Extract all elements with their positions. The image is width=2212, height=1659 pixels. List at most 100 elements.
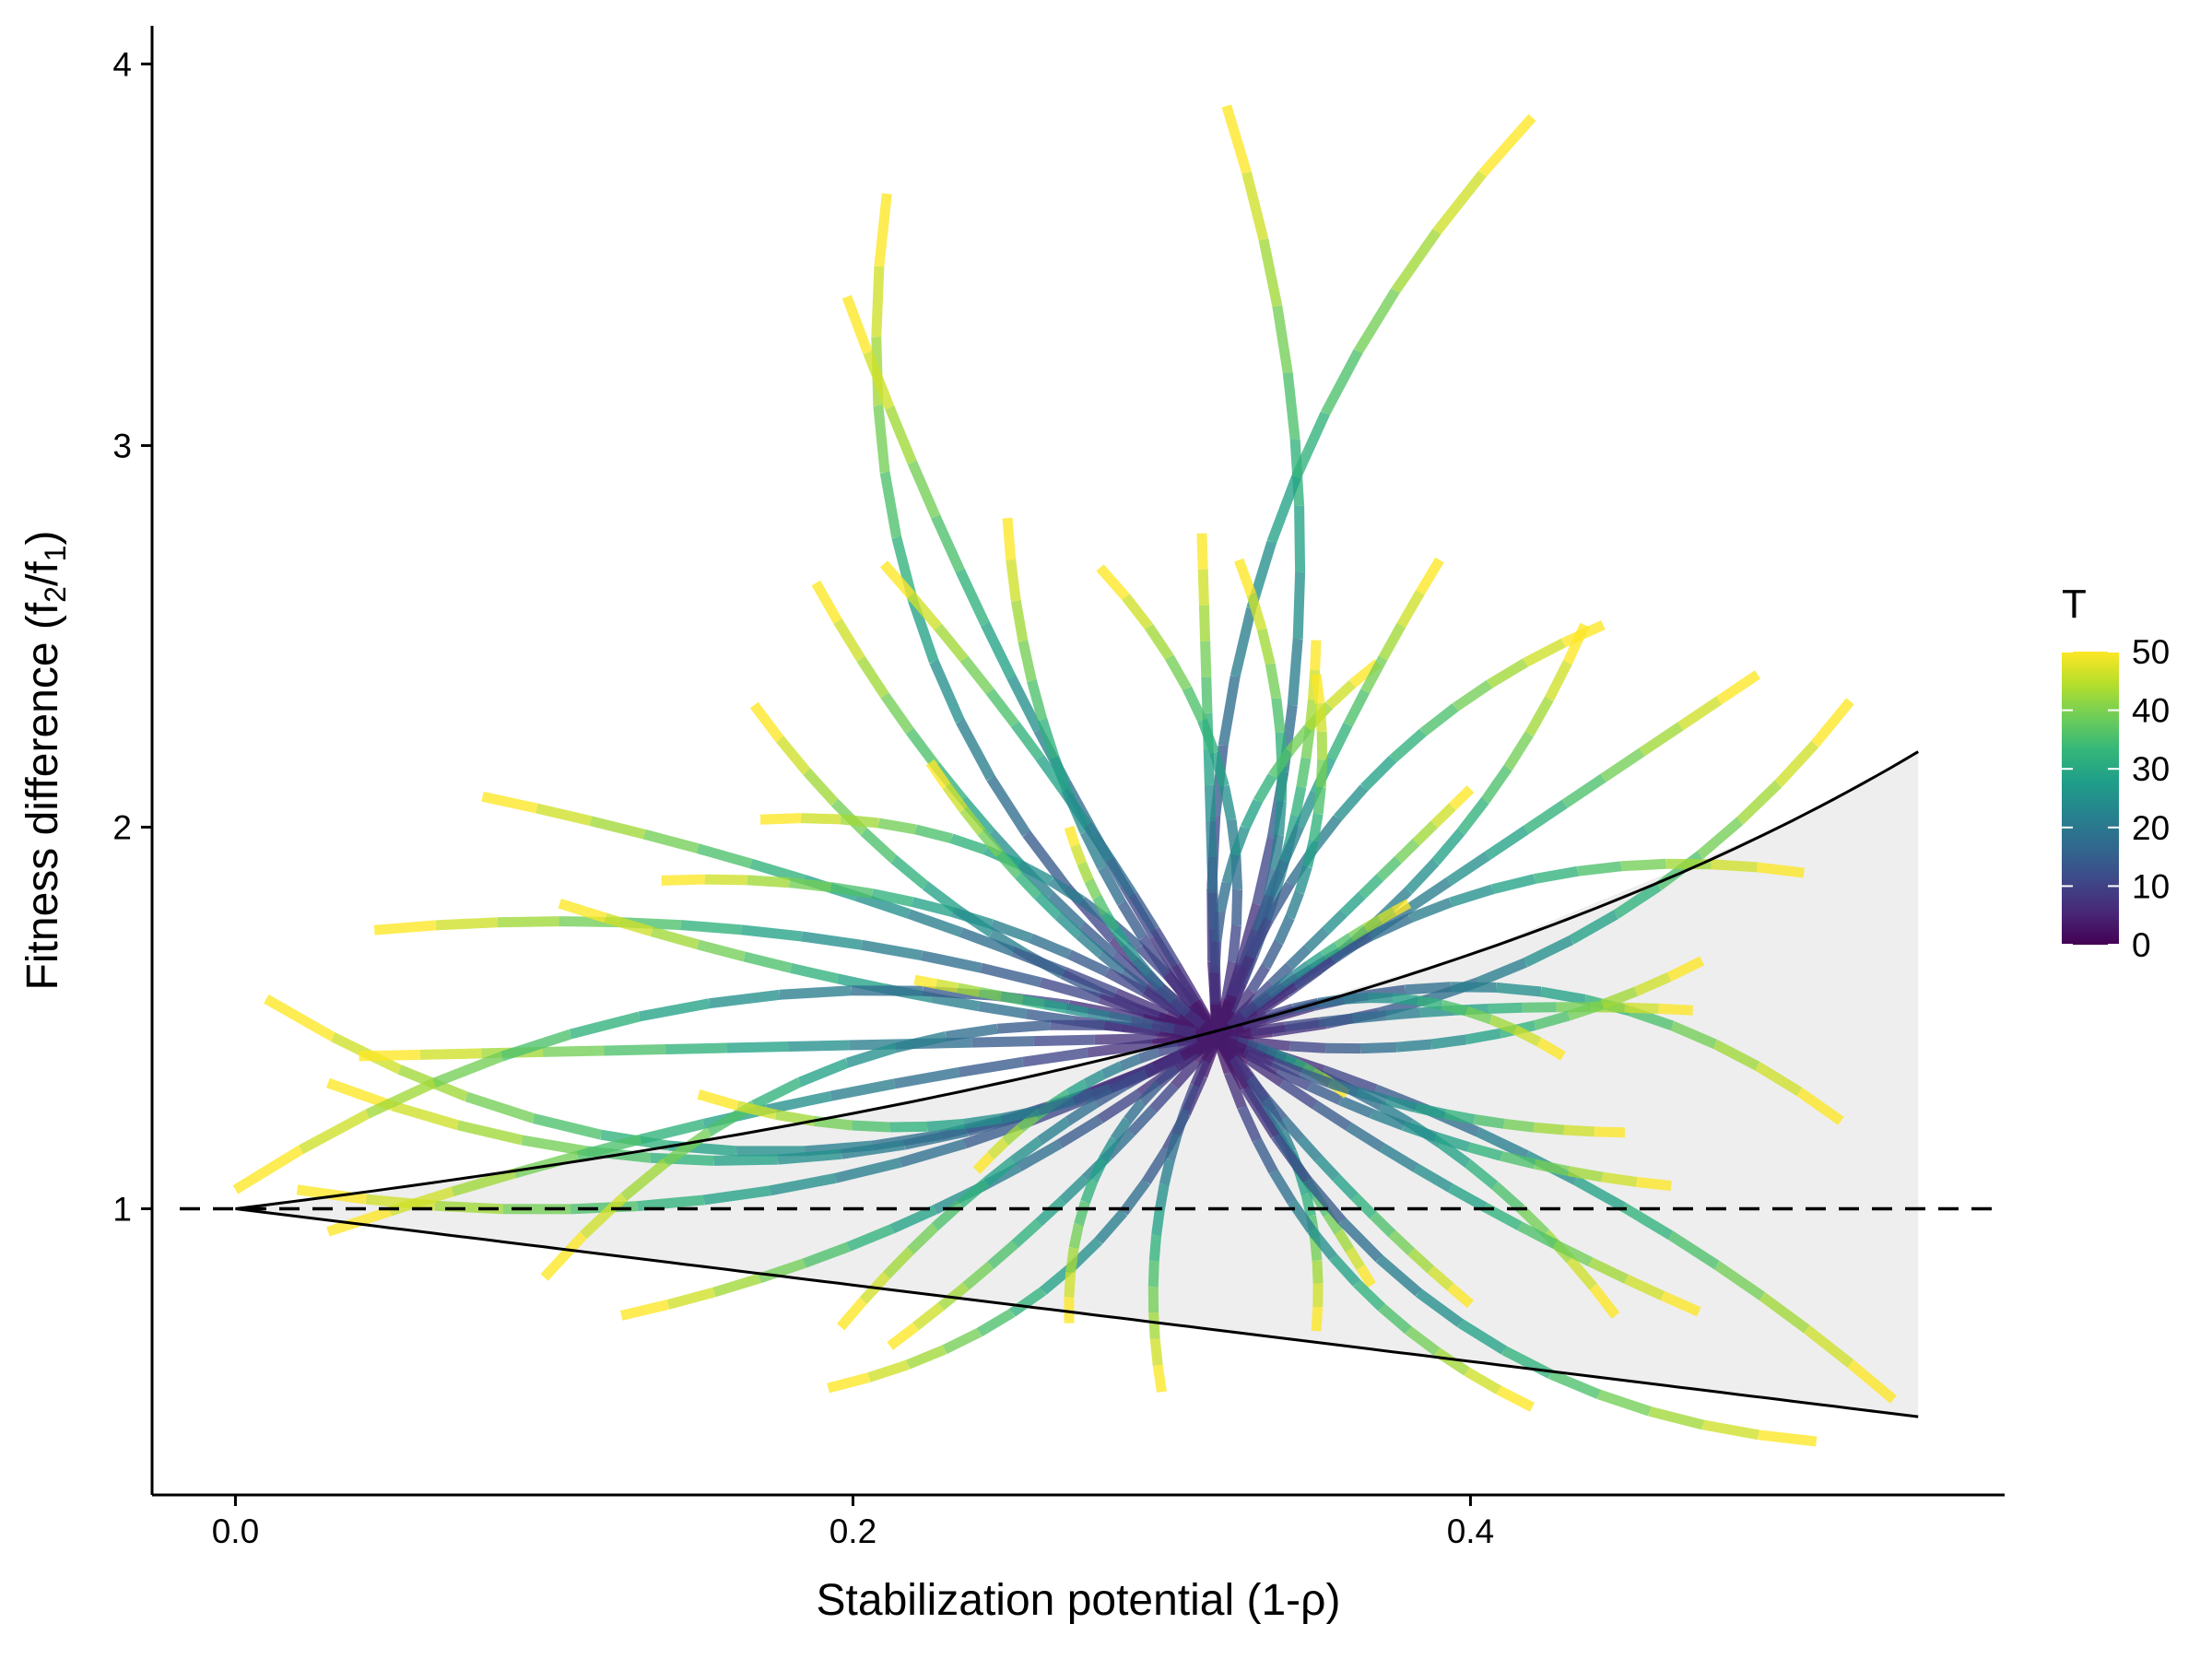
- trajectory-segment: [1171, 1108, 1191, 1136]
- trajectory-segment: [959, 655, 994, 695]
- trajectory-segment: [1658, 1003, 1693, 1016]
- trajectory-segment: [639, 1119, 705, 1145]
- trajectory-segment: [1447, 1283, 1475, 1309]
- trajectory-segment: [665, 1042, 727, 1054]
- trajectory-segment: [1276, 766, 1288, 802]
- trajectory-segment: [1065, 1098, 1100, 1126]
- trajectory-segment: [1230, 606, 1257, 677]
- trajectory-segment: [1412, 820, 1439, 846]
- trajectory-segment: [777, 1148, 842, 1165]
- trajectory-segment: [1600, 747, 1645, 782]
- trajectory-segment: [1018, 640, 1037, 682]
- trajectory-segment: [1171, 1058, 1201, 1089]
- trajectory-segment: [1148, 1312, 1160, 1340]
- trajectory-segment: [1517, 1205, 1550, 1238]
- trajectory-segment: [1079, 830, 1107, 871]
- trajectory-segment: [1226, 1011, 1246, 1030]
- trajectory-segment: [1157, 983, 1178, 1005]
- trajectory-segment: [1078, 922, 1118, 959]
- trajectory-segment: [680, 920, 742, 935]
- trajectory-segment: [1448, 785, 1475, 811]
- trajectory-segment: [1087, 1039, 1153, 1058]
- trajectory-segment: [1572, 1175, 1627, 1212]
- trajectory-segment: [1284, 1017, 1320, 1032]
- legend-tick-label: 30: [2132, 750, 2170, 788]
- trajectory-segment: [1311, 1306, 1324, 1332]
- trajectory-segment: [1318, 1013, 1354, 1028]
- trajectory-segment: [1353, 288, 1400, 355]
- trajectory-segment: [1476, 958, 1528, 987]
- trajectory-segment: [1407, 897, 1453, 924]
- trajectory-segment: [1405, 982, 1452, 995]
- trajectory-segment: [1006, 559, 1021, 602]
- trajectory-segment: [1297, 1135, 1323, 1162]
- trajectory-segment: [890, 855, 929, 889]
- trajectory-segment: [1624, 1274, 1665, 1300]
- trajectory-segment: [840, 1139, 906, 1159]
- legend-tick-label: 0: [2132, 926, 2151, 964]
- trajectory-segment: [1308, 813, 1324, 842]
- trajectory-segment: [1385, 1095, 1418, 1113]
- trajectory-segment: [532, 1113, 603, 1140]
- trajectory-segment: [1234, 558, 1257, 597]
- trajectory-segment: [1279, 824, 1304, 864]
- trajectory-segment: [1221, 853, 1241, 885]
- trajectory: [913, 974, 1218, 1042]
- trajectory-segment: [1017, 1112, 1040, 1133]
- trajectory-segment: [1495, 982, 1542, 997]
- trajectory-segment: [1088, 1157, 1108, 1182]
- trajectory-segment: [1201, 677, 1213, 713]
- trajectory-segment: [1098, 994, 1160, 1022]
- trajectory-segment: [1633, 971, 1672, 996]
- trajectory-segment: [1058, 1174, 1089, 1205]
- trajectory-segment: [1246, 964, 1271, 994]
- trajectory-segment: [1267, 962, 1294, 988]
- trajectory-segment: [1396, 590, 1425, 629]
- trajectory-segment: [1035, 754, 1068, 794]
- trajectory-segment: [1096, 564, 1130, 601]
- trajectory-segment: [1803, 1324, 1854, 1368]
- trajectory-segment: [811, 580, 842, 624]
- trajectory-segment: [1419, 703, 1459, 736]
- trajectory-segment: [1796, 1088, 1844, 1125]
- trajectory-segment: [696, 843, 753, 869]
- trajectory-segment: [1154, 1183, 1170, 1211]
- trajectory-segment: [747, 875, 790, 888]
- trajectory-segment: [912, 1302, 945, 1331]
- trajectory-segment: [931, 514, 965, 573]
- trajectory-segment: [299, 1109, 371, 1155]
- trajectory-segment: [1452, 679, 1493, 712]
- trajectory-segment: [874, 193, 892, 267]
- trajectory-segment: [1127, 1105, 1157, 1136]
- trajectory-segment: [740, 924, 803, 942]
- trajectory-segment: [620, 1159, 669, 1201]
- trajectory-segment: [1334, 784, 1369, 822]
- trajectory-segment: [1589, 1283, 1620, 1319]
- trajectory-segment: [1523, 638, 1566, 667]
- trajectory-segment: [1351, 1010, 1387, 1024]
- trajectory-segment: [957, 1178, 990, 1208]
- trajectory-segment: [1378, 1101, 1414, 1128]
- trajectory-segment: [906, 1345, 947, 1370]
- trajectory-segment: [1415, 1288, 1464, 1328]
- trajectory-segment: [779, 985, 852, 1000]
- trajectory-segment: [1315, 759, 1328, 788]
- trajectory-segment: [1083, 1069, 1106, 1088]
- trajectory-segment: [1356, 1087, 1389, 1106]
- trajectory-segment: [913, 974, 937, 989]
- trajectory-segment: [1487, 658, 1528, 689]
- trajectory-segment: [540, 1231, 587, 1281]
- trajectory-segment: [1360, 1041, 1397, 1054]
- trajectory-segment: [1171, 962, 1202, 1004]
- trajectory-segment: [1475, 1126, 1530, 1160]
- y-title-close: ): [18, 531, 67, 546]
- trajectory-segment: [1245, 1039, 1259, 1053]
- trajectory-segment: [1056, 1114, 1103, 1148]
- trajectory-segment: [713, 1154, 779, 1166]
- trajectory-segment: [1666, 956, 1705, 982]
- trajectory-segment: [1327, 1077, 1360, 1098]
- trajectory-segment: [1774, 740, 1819, 788]
- trajectory-segment: [296, 1184, 368, 1205]
- trajectory-segment: [1362, 915, 1382, 934]
- trajectory-segment: [1320, 942, 1340, 960]
